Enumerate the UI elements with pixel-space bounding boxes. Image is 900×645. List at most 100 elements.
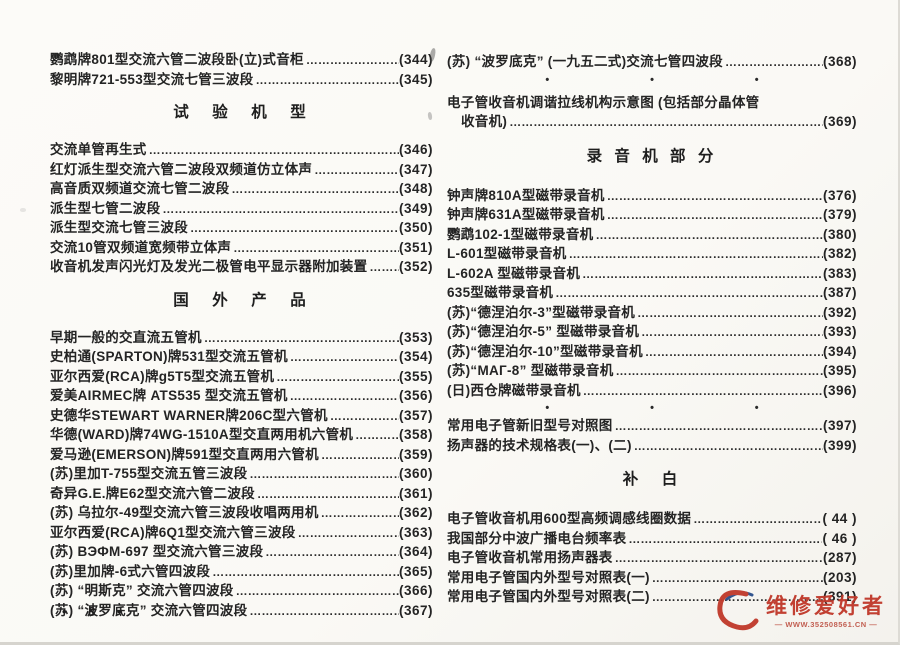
dot-leader: …………………………………………………………………………………………………………… [724, 55, 823, 69]
dot-leader: …………………………………………………………………………………………………………… [614, 419, 823, 433]
dot-leader: …………………………………………………………………………………………………………… [555, 286, 823, 300]
dot-leader: …………………………………………………………………………………………………………… [628, 531, 822, 546]
toc-entry-title: 钟声牌810A型磁带录音机 [447, 187, 605, 203]
dot-leader: …………………………………………………………………………………………………………… [582, 266, 823, 281]
toc-entry: 635型磁带录音机…………………………………………………………………………………… [447, 283, 857, 303]
toc-entry-title: 史德华STEWART WARNER牌206C型六管机 [50, 407, 328, 423]
toc-entry: (苏) ВЭФМ-697 型交流六管三波段…………………………………………………… [50, 542, 433, 562]
toc-entry: 扬声器的技术规格表(一)、(二)………………………………………………………………… [447, 436, 857, 456]
toc-left-column: 鹦鹉牌801型交流六管二波段卧(立)式音柜…………………………………………………… [50, 50, 433, 620]
watermark-url: — WWW.352508561.CN — [774, 619, 878, 629]
toc-entry: (苏)“МАГ-8” 型磁带录音机……………………………………………………………… [447, 361, 857, 381]
toc-entry-page: (368) [822, 54, 857, 69]
toc-entry-title: 派生型七管二波段 [50, 200, 161, 216]
toc-entry: (苏)“德涅泊尔-3”型磁带录音机……………………………………………………………… [447, 303, 857, 323]
separator-dot: • [650, 402, 654, 414]
toc-entry: (苏) “明斯克” 交流六管四波段……………………………………………………………… [50, 581, 433, 601]
toc-entry-page: (360) [398, 466, 433, 481]
toc-entry-title: 我国部分中波广播电台频率表 [447, 530, 627, 546]
toc-entry-page: (350) [398, 220, 433, 235]
toc-entry-title: 扬声器的技术规格表(一)、(二) [447, 437, 632, 453]
toc-entry: (苏) “波罗底克” (一九五二式)交流七管四波段………………………………………… [447, 52, 857, 72]
dot-leader: …………………………………………………………………………………………………………… [265, 545, 399, 559]
toc-entry-page: (203) [822, 569, 857, 585]
toc-entry-page: (358) [398, 427, 433, 442]
scan-smudge [20, 208, 26, 212]
toc-entry-page: (359) [398, 446, 433, 462]
toc-entry: 钟声牌631A型磁带录音机………………………………………………………………………… [447, 205, 857, 225]
toc-entry: 黎明牌721-553型交流七管三波段…………………………………………………………… [50, 70, 433, 90]
toc-entry-page: (287) [822, 550, 857, 565]
toc-entry-page: (393) [822, 324, 857, 339]
dot-leader: …………………………………………………………………………………………………………… [355, 428, 399, 442]
dot-leader: …………………………………………………………………………………………………………… [651, 570, 823, 585]
toc-entry-page: (362) [398, 505, 433, 520]
toc-entry: (苏)里加T-755型交流五管三波段…………………………………………………………… [50, 464, 433, 484]
separator-dot: • [650, 73, 654, 86]
toc-entry-title: 爱马逊(EMERSON)牌591型交直两用六管机 [50, 446, 319, 462]
toc-entry-page: (347) [398, 161, 433, 177]
toc-entry-title: (苏)“德涅泊尔-3”型磁带录音机 [447, 304, 636, 320]
toc-entry-title: (苏) ВЭФМ-697 型交流六管三波段 [50, 544, 264, 559]
toc-entry-title: 鹦鹉牌801型交流六管二波段卧(立)式音柜 [50, 52, 304, 67]
toc-entry: (日)西仓牌磁带录音机……………………………………………………………………………… [447, 381, 857, 401]
dot-leader: …………………………………………………………………………………………………………… [162, 201, 399, 216]
toc-entry: 亚尔西爱(RCA)牌g5T5型交流五管机……………………………………………………… [50, 367, 433, 387]
toc-entry-page: (367) [398, 602, 433, 618]
toc-entry: 收音机发声闪光灯及发光二极管电平显示器附加装置……………………………………………… [50, 257, 433, 277]
separator-dot: • [754, 402, 759, 414]
toc-entry: 我国部分中波广播电台频率表………………………………………………………………………… [447, 529, 857, 549]
toc-entry: 鹦鹉102-1型磁带录音机………………………………………………………………………… [447, 225, 857, 245]
dot-leader: …………………………………………………………………………………………………………… [329, 408, 399, 423]
toc-entry-wrapped-line2: 收音机)………………………………………………………………………………………………… [447, 112, 857, 132]
toc-entry-title: 黎明牌721-553型交流七管三波段 [50, 71, 254, 87]
section-separator: • • • [545, 74, 758, 86]
toc-entry-page: (383) [822, 265, 857, 281]
section-heading: 录 音 机 部 分 [586, 147, 718, 165]
toc-entry-page: (379) [822, 207, 857, 222]
dot-leader: …………………………………………………………………………………………………………… [289, 389, 399, 403]
toc-entry-title: (苏) “波罗底克” (一九五二式)交流七管四波段 [447, 54, 723, 69]
toc-entry-title: 常用电子管国内外型号对照表(一) [447, 569, 650, 585]
dot-leader: …………………………………………………………………………………………………………… [289, 350, 399, 364]
toc-entry: 交流10管双频道宽频带立体声……………………………………………………………………… [50, 238, 433, 258]
dot-leader: …………………………………………………………………………………………………………… [190, 221, 399, 235]
dot-leader: …………………………………………………………………………………………………………… [369, 260, 399, 274]
toc-entry-title: 电子管收音机调谐拉线机构示意图 (包括部分晶体管 [447, 94, 760, 110]
toc-entry-title: (苏)“МАГ-8” 型磁带录音机 [447, 363, 614, 378]
toc-entry-page: (357) [398, 407, 433, 423]
toc-entry-title: 电子管收音机常用扬声器表 [447, 550, 613, 565]
section-separator: • • • [545, 402, 758, 414]
toc-entry: 早期一般的交直流五管机……………………………………………………………………………… [50, 328, 433, 348]
toc-entry-title: (苏) “波罗底克” 交流六管四波段 [50, 602, 248, 618]
toc-entry-page: ( 46 ) [822, 530, 857, 546]
separator-dot: • [545, 402, 550, 414]
dot-leader: …………………………………………………………………………………………………………… [320, 506, 399, 520]
toc-entry-title: 早期一般的交直流五管机 [50, 329, 202, 345]
toc-entry: (苏)“德涅泊尔-5” 型磁带录音机…………………………………………………………… [447, 322, 857, 342]
toc-entry-wrapped-line1: 电子管收音机调谐拉线机构示意图 (包括部分晶体管 [447, 93, 857, 113]
toc-entry-title: 亚尔西爱(RCA)牌g5T5型交流五管机 [50, 368, 275, 384]
toc-right-column: (苏) “波罗底克” (一九五二式)交流七管四波段………………………………………… [447, 52, 857, 607]
toc-entry: 常用电子管国内外型号对照表(一)………………………………………………………………… [447, 568, 857, 588]
page-number: • 8 • [62, 604, 131, 619]
toc-entry-page: (396) [822, 382, 857, 398]
toc-entry: 史德华STEWART WARNER牌206C型六管机……………………………………… [50, 406, 433, 426]
dot-leader: …………………………………………………………………………………………………………… [582, 383, 823, 398]
toc-entry-title: 电子管收音机用600型高频调感线圈数据 [447, 511, 692, 526]
watermark-text: 维修爱好者 — WWW.352508561.CN — [766, 595, 886, 629]
toc-entry: (苏) 乌拉尔-49型交流六管三波段收唱两用机……………………………………………… [50, 503, 433, 523]
toc-entry-title: (苏) 乌拉尔-49型交流六管三波段收唱两用机 [50, 505, 319, 520]
toc-entry-title: 爱美AIRMEC牌 ATS535 型交流五管机 [50, 388, 288, 403]
toc-entry-title: 红灯派生型交流六管二波段双频道仿立体声 [50, 161, 313, 177]
dot-leader: …………………………………………………………………………………………………………… [595, 227, 823, 242]
toc-entry-page: (392) [822, 304, 857, 320]
toc-entry-title: (日)西仓牌磁带录音机 [447, 382, 581, 398]
toc-entry-title: L-602A 型磁带录音机 [447, 265, 581, 281]
toc-entry-page: (365) [398, 563, 433, 579]
toc-entry-page: (376) [822, 187, 857, 203]
dot-leader: …………………………………………………………………………………………………………… [305, 53, 399, 67]
toc-entry-page: (391) [822, 589, 857, 604]
dot-leader: …………………………………………………………………………………………………………… [314, 162, 399, 177]
